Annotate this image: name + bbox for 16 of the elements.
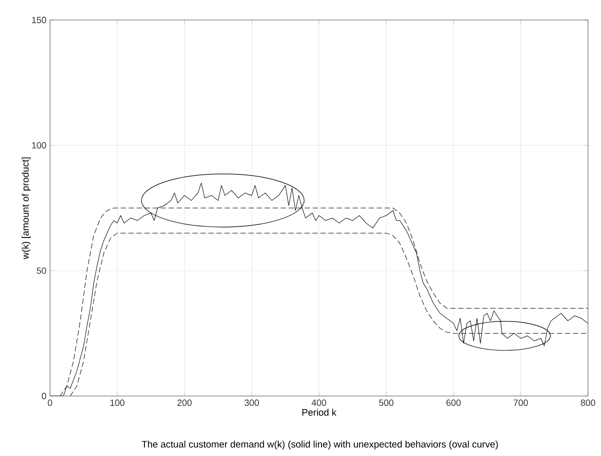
x-tick-label: 300 — [244, 400, 259, 406]
x-tick-label: 800 — [580, 400, 596, 406]
x-tick-label: 100 — [110, 400, 124, 406]
x-tick-label: 700 — [514, 400, 528, 406]
x-tick-label: 400 — [312, 400, 326, 406]
x-tick-label: 600 — [446, 400, 461, 406]
y-tick-label: 150 — [32, 16, 46, 24]
text: The actual customer demand w(k) (solid line) with unexpected behaviors (oval curve) — [142, 440, 498, 450]
x-tick-label: 200 — [177, 400, 192, 406]
y-tick-label: 50 — [36, 267, 46, 274]
y-tick-label: 100 — [32, 142, 46, 149]
y-tick-label: 0 — [42, 392, 46, 400]
x-tick-label: 500 — [379, 400, 394, 406]
x-tick-label: 0 — [48, 400, 52, 406]
x-axis-title: Period k — [302, 408, 336, 416]
y-axis-title: w(k) [amount of product] — [22, 157, 31, 260]
